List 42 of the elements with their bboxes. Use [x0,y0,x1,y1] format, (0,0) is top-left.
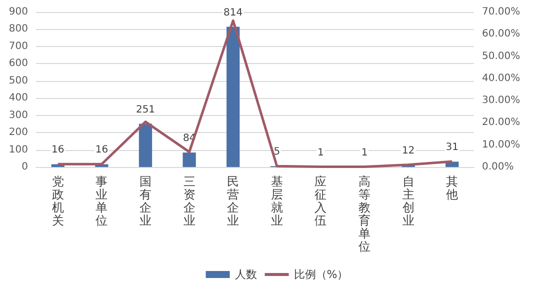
legend-label: 比例（%） [294,268,348,281]
data-label: 5 [274,146,280,158]
y-tick-label: 700 [8,40,28,52]
y2-tick-label: 20.00% [482,117,520,128]
y-tick-label: 800 [8,24,28,35]
y2-tick-label: 0.00% [482,162,514,172]
x-tick-label: 基层就业 [270,174,283,228]
y-tick-label: 300 [8,110,28,121]
y-tick-label: 0 [22,162,28,172]
x-tick-label: 党政机关 [52,174,64,228]
data-label: 12 [402,145,415,156]
data-label: 1 [361,147,368,158]
x-tick-label: 其他 [446,174,458,202]
bar [182,152,196,167]
y-tick-label: 400 [8,92,28,104]
y2-tick-label: 70.00% [482,6,520,18]
y-tick-label: 500 [8,75,28,86]
data-label: 31 [446,142,458,154]
x-tick-label: 民营企业 [227,174,240,228]
y2-tick-label: 60.00% [482,28,520,40]
x-tick-label: 高等教育单位 [358,174,370,254]
x-tick-label: 三资企业 [183,174,196,228]
y2-tick-label: 40.00% [482,72,520,84]
x-tick-label: 自主创业 [402,174,414,228]
y2-tick-label: 30.00% [482,95,520,106]
data-label: 16 [95,144,108,156]
x-tick-label: 事业单位 [96,174,108,228]
x-tick-label: 应征入伍 [314,174,327,228]
bar [138,124,152,167]
y-tick-label: 200 [8,127,28,138]
y-tick-label: 600 [8,58,28,70]
data-label: 16 [52,144,64,156]
x-tick-label: 国有企业 [140,174,152,228]
legend-label: 人数 [234,268,257,281]
data-label: 814 [224,7,243,18]
y-tick-label: 100 [8,144,28,156]
data-label: 251 [136,104,156,116]
y2-tick-label: 50.00% [482,50,520,62]
bar [226,26,240,167]
y2-tick-label: 10.00% [482,139,520,150]
y-tick-label: 900 [8,6,28,18]
data-label: 1 [318,147,324,158]
